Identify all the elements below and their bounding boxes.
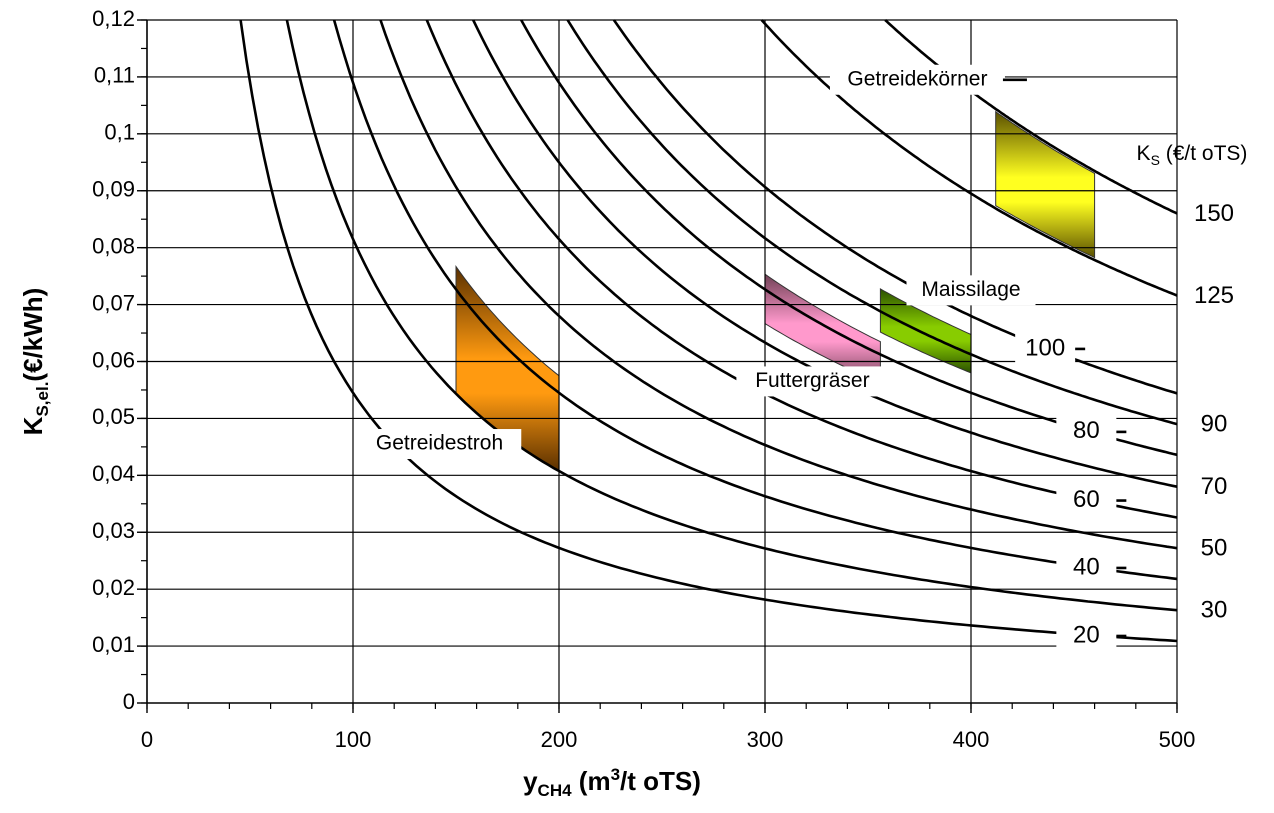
annotation-bg bbox=[357, 429, 522, 460]
curve-legend-title: KS (€/t oTS) bbox=[1137, 142, 1248, 168]
curve-60 bbox=[425, 19, 1178, 519]
y-tick-label: 0,01 bbox=[92, 632, 135, 657]
curve-70 bbox=[472, 19, 1178, 488]
y-tick-label: 0,08 bbox=[92, 233, 135, 258]
y-tick-label: 0,06 bbox=[92, 347, 135, 372]
annotation-getreidekoerner: Getreidekörner bbox=[847, 67, 987, 90]
curve-label-40: 40 bbox=[1073, 553, 1100, 580]
annotation-maissilage: Maissilage bbox=[921, 278, 1020, 301]
curve-100 bbox=[612, 19, 1178, 395]
curve-label-bg bbox=[1056, 485, 1117, 516]
axis-layer: 0 100 200 300 400 500 0 0,01 0,02 0,03 0,04 0,05 0,0… bbox=[18, 6, 1195, 800]
x-tick-label: 300 bbox=[747, 727, 784, 752]
curve-label-bg bbox=[1056, 620, 1117, 651]
annotation-bg bbox=[829, 64, 1005, 95]
curve-30 bbox=[285, 19, 1178, 612]
y-tick-label: 0,11 bbox=[94, 63, 135, 88]
y-tick-label: 0,05 bbox=[92, 404, 135, 429]
x-tick-label: 0 bbox=[141, 727, 153, 752]
annotation-bg bbox=[906, 275, 1036, 306]
annotation-getreidestroh: Getreidestroh bbox=[376, 432, 503, 455]
curve-20 bbox=[239, 19, 1178, 643]
label-layer: 20 30 40 50 60 70 80 90 100 125 150 KS (€/t oTS) Get… bbox=[357, 64, 1248, 651]
curve-150 bbox=[884, 19, 1178, 215]
curve-label-20: 20 bbox=[1073, 621, 1100, 648]
y-tick-label: 0,1 bbox=[104, 120, 135, 145]
x-axis-title: yCH4 (m3/t oTS) bbox=[523, 765, 701, 800]
x-tick-label: 100 bbox=[335, 727, 372, 752]
curve-label-bg bbox=[1015, 333, 1076, 364]
curve-label-70: 70 bbox=[1201, 473, 1228, 500]
x-tick-label: 500 bbox=[1159, 727, 1196, 752]
curve-label-100: 100 bbox=[1025, 334, 1065, 361]
annotation-futtergraeser: Futtergräser bbox=[755, 369, 869, 392]
y-tick-label: 0,02 bbox=[92, 575, 135, 600]
curve-label-50: 50 bbox=[1201, 535, 1228, 562]
curve-label-125: 125 bbox=[1194, 282, 1234, 309]
y-tick-label: 0,12 bbox=[92, 6, 135, 31]
curve-label-80: 80 bbox=[1073, 417, 1100, 444]
y-tick-label: 0,07 bbox=[92, 290, 135, 315]
y-tick-label: 0,04 bbox=[92, 461, 135, 486]
y-tick-label: 0,03 bbox=[92, 518, 135, 543]
y-axis-title: KS,el.(€/kWh) bbox=[18, 288, 52, 436]
x-tick-label: 200 bbox=[541, 727, 578, 752]
y-tick-label: 0,09 bbox=[92, 177, 135, 202]
region-layer bbox=[455, 110, 1096, 472]
curve-label-bg bbox=[1056, 552, 1117, 583]
x-tick-label: 400 bbox=[953, 727, 990, 752]
curve-label-bg bbox=[1056, 416, 1117, 447]
y-tick-label: 0 bbox=[123, 689, 135, 714]
curve-50 bbox=[379, 19, 1178, 550]
curve-label-90: 90 bbox=[1201, 410, 1228, 437]
region-4 bbox=[995, 110, 1096, 259]
curve-125 bbox=[760, 19, 1178, 297]
curve-40 bbox=[332, 19, 1178, 581]
curve-label-60: 60 bbox=[1073, 486, 1100, 513]
curve-label-150: 150 bbox=[1194, 200, 1234, 227]
curve-90 bbox=[566, 19, 1178, 426]
curve-layer bbox=[239, 19, 1178, 643]
annotation-bg bbox=[736, 366, 889, 397]
grid-layer bbox=[147, 19, 1178, 703]
curve-label-30: 30 bbox=[1201, 597, 1228, 624]
